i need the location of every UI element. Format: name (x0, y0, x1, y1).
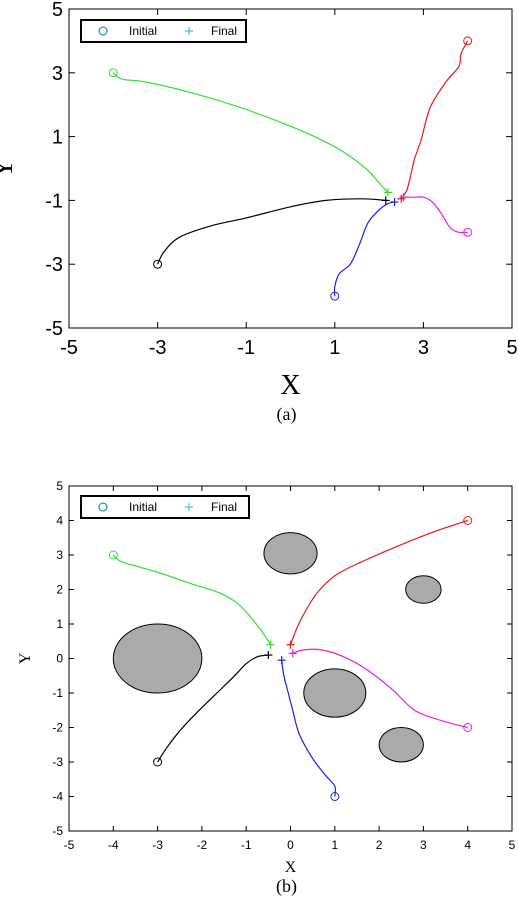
obstacle-4 (405, 575, 442, 604)
x-tick-label: 5 (506, 337, 517, 359)
y-tick-label: -5 (52, 824, 63, 838)
x-tick-label: -5 (60, 337, 78, 359)
x-tick-label: 3 (418, 337, 429, 359)
trajectory-black (157, 198, 386, 265)
initial-marker-magenta (463, 227, 473, 237)
initial-marker-magenta (463, 723, 473, 732)
y-tick-label: -1 (52, 686, 63, 700)
y-tick-label: 1 (56, 617, 63, 631)
initial-marker-green (108, 550, 118, 560)
x-tick-label: -1 (237, 337, 255, 359)
legend-final-label: Final (211, 500, 237, 514)
x-axis-title: X (285, 859, 297, 876)
legend-initial-label: Initial (129, 24, 157, 38)
y-tick-label: -1 (45, 190, 63, 212)
x-axis-title: X (280, 370, 300, 401)
x-tick-label: -5 (64, 838, 75, 852)
x-tick-label: 5 (509, 838, 516, 852)
initial-marker-black (153, 757, 163, 767)
y-tick-label: 5 (52, 0, 63, 21)
y-tick-label: 3 (52, 63, 63, 85)
obstacle-1 (263, 532, 318, 575)
plot-area-frame (68, 8, 513, 329)
x-tick-label: 1 (329, 337, 340, 359)
y-tick-label: -5 (45, 318, 63, 340)
legend-box (80, 19, 247, 43)
trajectory-red (289, 519, 468, 645)
y-tick-label: 0 (56, 652, 63, 666)
obstacle-5 (378, 727, 424, 763)
trajectory-magenta (403, 196, 468, 234)
y-axis-title: Y (17, 652, 34, 664)
trajectory-black (157, 654, 269, 763)
trajectory-green (112, 554, 272, 646)
trajectory-red (400, 40, 469, 200)
y-tick-label: -3 (45, 254, 63, 276)
x-tick-label: -1 (241, 838, 252, 852)
y-tick-label: -3 (52, 755, 63, 769)
y-tick-label: 2 (56, 583, 63, 597)
initial-marker-blue (330, 792, 340, 801)
x-tick-label: 2 (376, 838, 383, 852)
x-tick-label: -2 (197, 838, 208, 852)
chart-panel-a: -5 -3 -1 1 3 5 -5 -3 -1 1 3 5 X Y (a) Initial Final (0, 0, 518, 425)
chart-panel-b: -5 -4 -3 -2 -1 0 1 2 3 4 5 -5 -4 -3 -2 -1 0 1 2 3 4 5 X Y (b) Ini… (17, 479, 516, 897)
initial-marker-blue (330, 291, 340, 301)
x-tick-label: 3 (420, 838, 427, 852)
legend-initial-circle-icon (98, 502, 108, 512)
y-tick-label: 1 (52, 127, 63, 149)
panel-caption: (b) (276, 876, 297, 897)
initial-marker-red (463, 36, 473, 46)
panel-caption: (a) (277, 404, 297, 425)
obstacle-2 (112, 623, 203, 694)
x-tick-label: -4 (108, 838, 119, 852)
x-tick-label: 4 (464, 838, 471, 852)
initial-marker-black (153, 259, 163, 269)
initial-marker-red (463, 516, 473, 525)
y-axis-title: Y (0, 158, 19, 178)
initial-marker-green (108, 68, 118, 78)
x-tick-label: 1 (331, 838, 338, 852)
legend-initial-label: Initial (129, 500, 157, 514)
y-tick-label: 4 (56, 514, 63, 528)
y-tick-label: 3 (56, 548, 63, 562)
y-tick-label: -4 (52, 790, 63, 804)
legend-box (80, 495, 250, 519)
y-tick-label: -2 (52, 721, 63, 735)
trajectory-blue (333, 201, 395, 297)
legend-initial-circle-icon (98, 26, 108, 36)
trajectory-blue (281, 660, 337, 797)
trajectory-green (112, 72, 389, 193)
trajectory-magenta (292, 648, 468, 729)
x-tick-label: -3 (149, 337, 167, 359)
legend: Initial Final (80, 495, 250, 519)
x-tick-label: 0 (287, 838, 294, 852)
obstacle-3 (303, 668, 367, 718)
legend-final-label: Final (211, 24, 237, 38)
x-tick-label: -3 (152, 838, 163, 852)
y-tick-label: 5 (56, 479, 63, 493)
legend: Initial Final (80, 19, 247, 43)
